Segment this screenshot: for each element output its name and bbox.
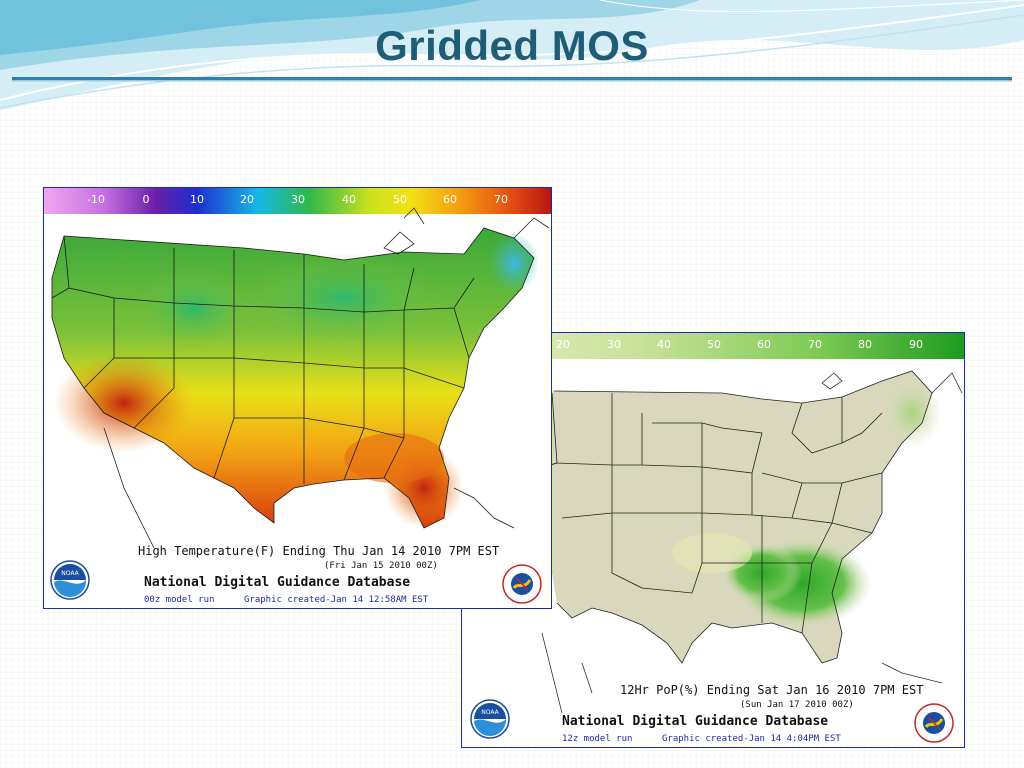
temp-scale-label: 0 [142, 193, 150, 206]
temp-scale-label: 50 [393, 193, 407, 206]
temp-caption-valid-time: (Fri Jan 15 2010 00Z) [324, 561, 438, 571]
temp-scale-label: 40 [342, 193, 356, 206]
temp-scale-label: 60 [443, 193, 457, 206]
temp-scale-label: 20 [240, 193, 254, 206]
pop-caption-valid-time: (Sun Jan 17 2010 00Z) [740, 700, 854, 710]
svg-text:NOAA: NOAA [481, 709, 499, 716]
pop-scale-label: 70 [808, 338, 822, 351]
temp-graphic-created: Graphic created-Jan 14 12:58AM EST [244, 595, 429, 605]
nws-logo-icon [914, 703, 954, 743]
pop-scale-label: 80 [858, 338, 872, 351]
noaa-logo-icon: NOAA [470, 699, 510, 739]
temp-scale-label: 10 [190, 193, 204, 206]
pop-scale-label: 20 [556, 338, 570, 351]
slide-title: Gridded MOS [375, 22, 649, 69]
pop-caption-title: 12Hr PoP(%) Ending Sat Jan 16 2010 7PM E… [620, 683, 924, 697]
pop-model-run: 12z model run [562, 734, 633, 744]
pop-scale-label: 30 [607, 338, 621, 351]
pop-scale-label: 90 [909, 338, 923, 351]
nws-logo-icon [502, 564, 542, 604]
temperature-map-panel: -10 0 10 20 30 40 50 60 70 High Temperat… [43, 187, 552, 609]
header-wave-decoration [0, 0, 1024, 110]
pop-scale-label: 40 [657, 338, 671, 351]
svg-text:NOAA: NOAA [61, 570, 79, 577]
temp-scale-label: 70 [494, 193, 508, 206]
pop-scale-label: 50 [707, 338, 721, 351]
temp-scale-label: 30 [291, 193, 305, 206]
pop-graphic-created: Graphic created-Jan 14 4:04PM EST [662, 734, 841, 744]
temperature-map-graphic [44, 188, 551, 549]
noaa-logo-icon: NOAA [50, 560, 90, 600]
temp-caption-title: High Temperature(F) Ending Thu Jan 14 20… [138, 544, 500, 558]
pop-scale-label: 60 [757, 338, 771, 351]
temp-model-run: 00z model run [144, 595, 215, 605]
pop-database-name: National Digital Guidance Database [562, 714, 829, 729]
temp-scale-label: -10 [87, 193, 105, 206]
temp-database-name: National Digital Guidance Database [144, 575, 411, 590]
